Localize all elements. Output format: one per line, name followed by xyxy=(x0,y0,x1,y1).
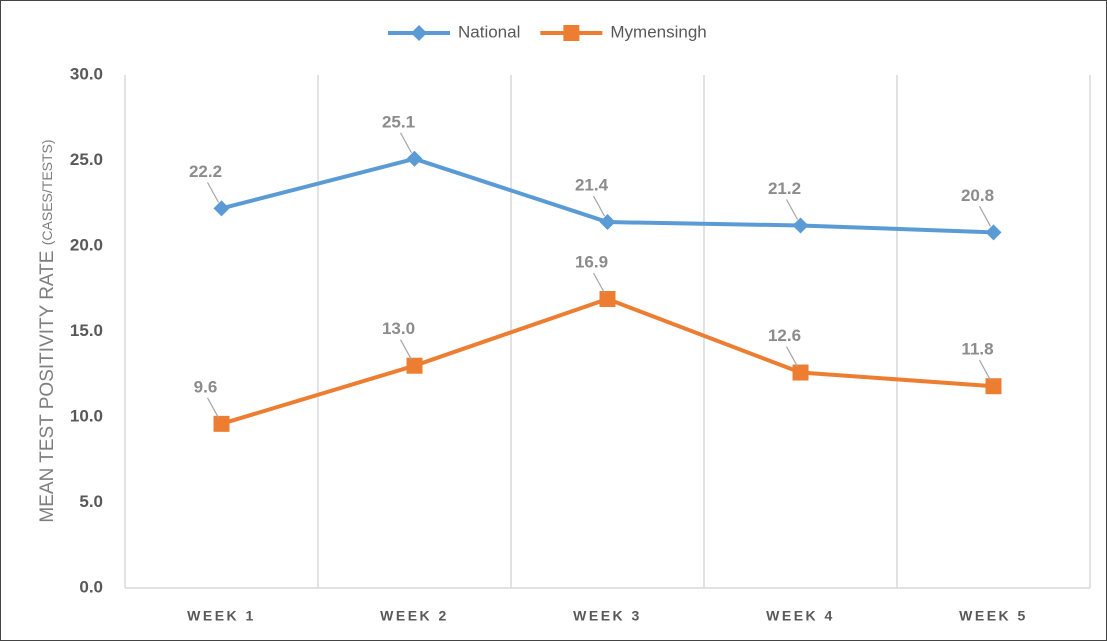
data-point xyxy=(599,214,616,231)
legend-marker xyxy=(411,25,427,41)
legend-label: Mymensingh xyxy=(610,22,706,41)
data-label: 21.4 xyxy=(575,176,609,195)
label-leader xyxy=(978,359,992,381)
data-point xyxy=(792,217,809,234)
data-label: 20.8 xyxy=(961,186,994,205)
y-label: MEAN TEST POSITIVITY RATE xyxy=(37,251,58,523)
y-tick-label: 5.0 xyxy=(79,492,103,511)
y-tick-label: 0.0 xyxy=(79,577,103,596)
label-leader xyxy=(592,272,606,294)
y-axis-title: MEAN TEST POSITIVITY RATE (CASES/TESTS) xyxy=(37,139,58,522)
data-point xyxy=(599,291,616,308)
x-tick-label: WEEK 3 xyxy=(573,608,642,624)
data-point xyxy=(985,224,1002,241)
data-point xyxy=(792,364,809,381)
label-leader xyxy=(785,346,799,367)
label-leader xyxy=(978,206,992,227)
data-label: 12.6 xyxy=(768,326,801,345)
x-tick-label: WEEK 4 xyxy=(766,608,835,624)
data-label: 13.0 xyxy=(382,319,415,338)
label-leader xyxy=(399,132,413,154)
label-leader xyxy=(206,182,220,203)
x-tick-label: WEEK 1 xyxy=(187,608,256,624)
data-label: 11.8 xyxy=(961,340,993,359)
y-tick-label: 10.0 xyxy=(70,406,103,425)
data-point xyxy=(406,150,423,167)
data-point xyxy=(985,378,1002,395)
x-tick-label: WEEK 5 xyxy=(959,608,1028,624)
y-tick-label: 30.0 xyxy=(70,64,103,83)
data-label: 25.1 xyxy=(382,112,415,131)
legend-marker xyxy=(563,25,580,41)
y-tick-label: 20.0 xyxy=(70,235,103,254)
y-tick-label: 15.0 xyxy=(70,321,103,340)
data-label: 9.6 xyxy=(194,377,218,396)
label-leader xyxy=(785,199,799,220)
data-label: 21.2 xyxy=(768,179,801,198)
data-point xyxy=(406,357,423,374)
label-leader xyxy=(592,195,606,217)
label-leader xyxy=(206,397,220,419)
label-leader xyxy=(399,339,413,360)
data-label: 16.9 xyxy=(575,252,608,271)
data-point xyxy=(213,200,230,217)
y-tick-label: 25.0 xyxy=(70,150,103,169)
data-point xyxy=(213,415,230,432)
y-label-unit: (CASES/TESTS) xyxy=(39,139,55,245)
legend-label: National xyxy=(458,22,520,41)
x-tick-label: WEEK 2 xyxy=(380,608,449,624)
data-label: 22.2 xyxy=(189,162,222,181)
